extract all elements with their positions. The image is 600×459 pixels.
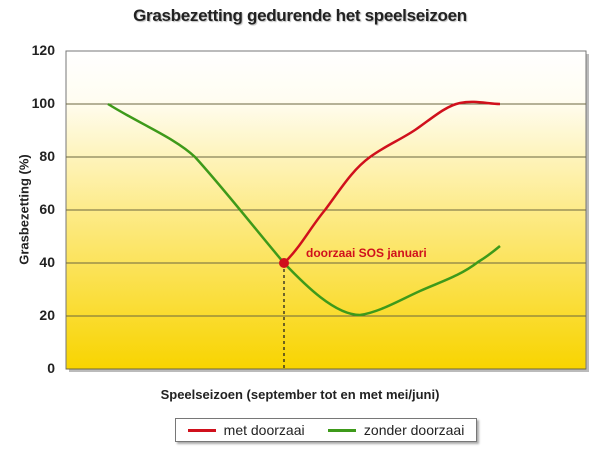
annotation-doorzaai: doorzaai SOS januari (306, 246, 427, 260)
y-tick-80: 80 (39, 148, 55, 164)
doorzaai-marker (279, 258, 289, 268)
legend: met doorzaai zonder doorzaai (175, 418, 477, 442)
series-zonder-doorzaai (107, 102, 501, 317)
y-tick-100: 100 (31, 95, 55, 111)
y-tick-120: 120 (31, 42, 55, 58)
legend-swatch-red (187, 428, 216, 432)
legend-swatch-green (327, 428, 356, 432)
y-tick-0: 0 (47, 360, 55, 376)
x-axis-label: Speelseizoen (september tot en met mei/j… (160, 387, 440, 402)
y-tick-40: 40 (39, 254, 55, 270)
legend-item-zonder-doorzaai: zonder doorzaai (327, 422, 465, 438)
series-met-doorzaai (283, 100, 501, 264)
y-tick-20: 20 (39, 307, 55, 323)
legend-label: met doorzaai (223, 422, 305, 438)
legend-label: zonder doorzaai (363, 422, 465, 438)
y-tick-60: 60 (39, 201, 55, 217)
legend-item-met-doorzaai: met doorzaai (187, 422, 305, 438)
chart-title: Grasbezetting gedurende het speelseizoen (133, 6, 467, 25)
